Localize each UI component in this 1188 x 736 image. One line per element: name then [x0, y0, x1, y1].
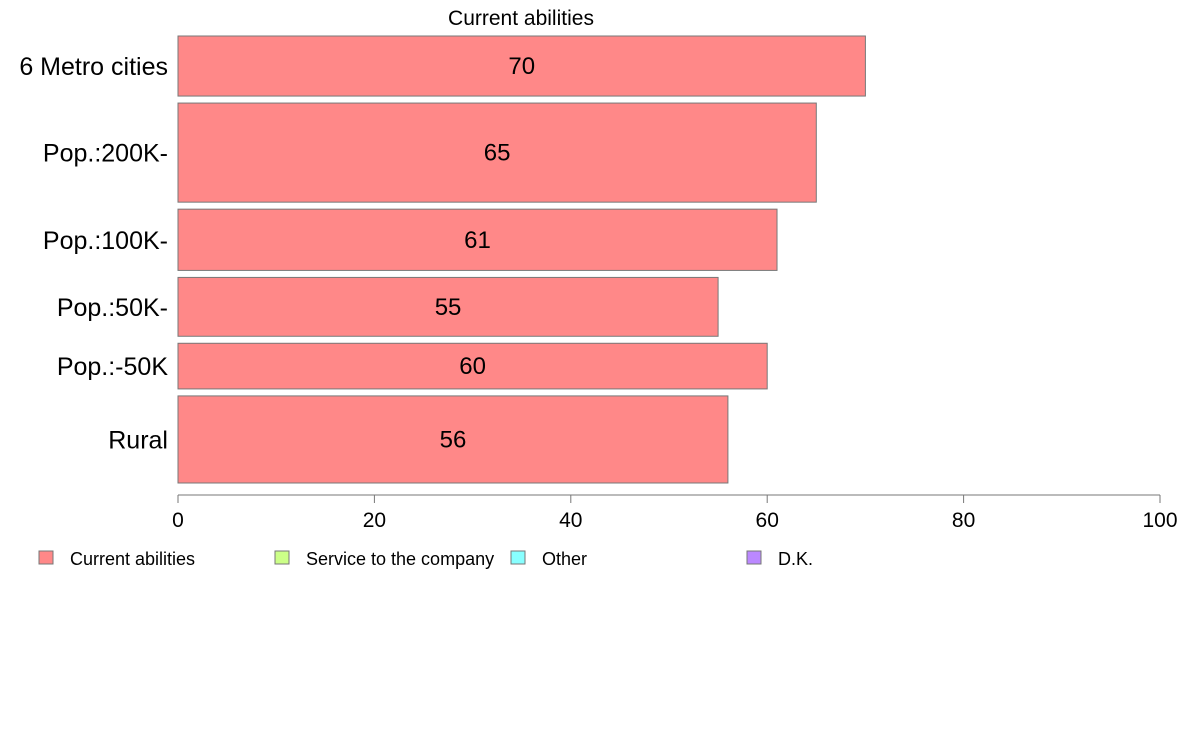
bars-group: 70 65 61 55 60 56 [177, 35, 866, 484]
legend: Current abilities Service to the company O… [38, 549, 813, 569]
data-label: 70 [508, 53, 535, 80]
x-tick-label: 40 [559, 509, 582, 532]
legend-swatch [746, 550, 762, 565]
category-label: Rural [108, 426, 168, 454]
legend-swatch [510, 550, 526, 565]
data-label: 65 [484, 140, 511, 167]
x-tick-label: 20 [363, 509, 386, 532]
bar [177, 342, 768, 390]
category-label: Pop.:-50K [57, 353, 169, 381]
x-tick-label: 0 [172, 509, 184, 532]
x-tick-label: 60 [756, 509, 779, 532]
x-axis: 0 20 40 60 80 100 [172, 494, 1178, 532]
category-label: Pop.:100K- [43, 227, 168, 255]
data-label: 56 [440, 426, 467, 453]
legend-swatch [38, 550, 54, 565]
bar [177, 395, 729, 484]
category-label: Pop.:200K- [43, 140, 168, 168]
legend-label: Current abilities [70, 549, 195, 569]
category-label: Pop.:50K- [57, 294, 168, 322]
legend-label: Service to the company [306, 549, 494, 569]
data-label: 60 [459, 353, 486, 380]
chart-title: Current abilities [448, 7, 594, 30]
bar [177, 276, 719, 337]
data-label: 61 [464, 227, 491, 254]
category-label: 6 Metro cities [19, 53, 168, 81]
x-tick-label: 100 [1142, 509, 1177, 532]
data-label: 55 [435, 294, 462, 321]
bar [177, 102, 817, 203]
legend-label: Other [542, 549, 587, 569]
bar [177, 35, 866, 97]
legend-label: D.K. [778, 549, 813, 569]
legend-swatch [274, 550, 290, 565]
x-tick-label: 80 [952, 509, 975, 532]
bar [177, 208, 778, 271]
category-labels-group: 6 Metro cities Pop.:200K- Pop.:100K- Pop.:5… [19, 53, 168, 454]
